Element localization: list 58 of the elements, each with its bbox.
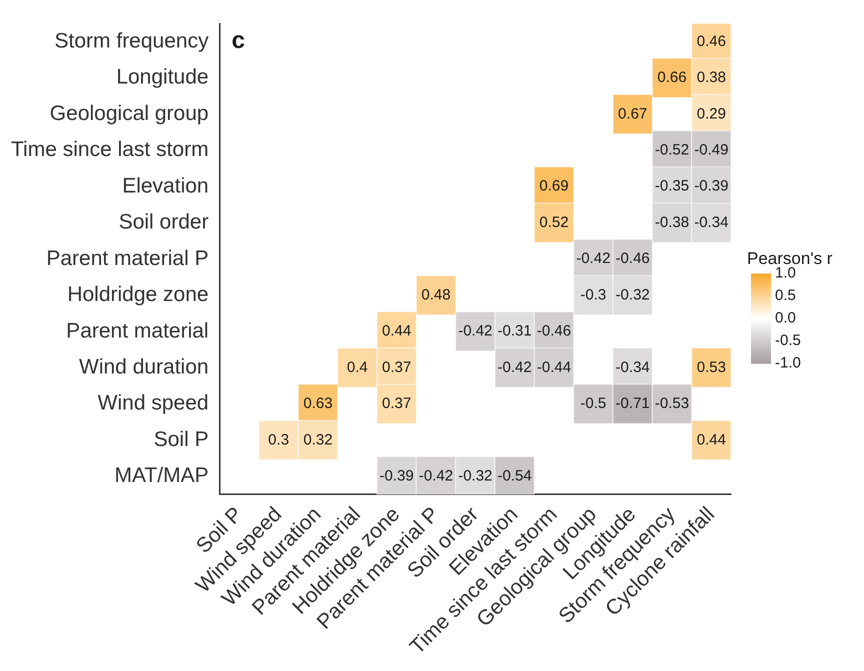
data-label: -0.42: [458, 322, 492, 340]
data-label: -0.71: [616, 395, 650, 412]
color-bar-label: -0.5: [775, 332, 801, 350]
y-tick-label: Soil P: [154, 428, 209, 451]
y-tick-label: Storm frequency: [54, 30, 210, 53]
data-label: 0.32: [303, 431, 333, 448]
data-label: 0.37: [382, 395, 412, 412]
y-tick-label: Time since last storm: [11, 138, 209, 162]
data-label: 0.4: [346, 358, 368, 376]
data-label: -0.42: [418, 467, 454, 484]
chart-title: c: [232, 27, 245, 54]
data-label: 0.44: [696, 431, 726, 448]
data-label: -0.52: [654, 142, 690, 159]
data-label: -0.46: [536, 322, 572, 340]
data-label: -0.34: [694, 214, 728, 231]
data-label: -0.42: [576, 250, 610, 268]
data-label: -0.49: [694, 142, 728, 159]
data-label: -0.3: [580, 286, 606, 304]
data-label: 0.66: [657, 69, 687, 86]
data-label: 0.63: [303, 395, 333, 412]
y-tick-label: Holdridge zone: [67, 283, 209, 306]
data-label: 0.53: [696, 358, 726, 376]
y-tick-label: Geological group: [50, 102, 209, 125]
y-tick-label: Parent material P: [46, 246, 209, 270]
data-label: 0.38: [696, 69, 726, 86]
data-label: 0.46: [696, 32, 726, 50]
data-label: -0.34: [616, 358, 650, 376]
color-bar-label: -1.0: [775, 354, 801, 372]
data-label: -0.54: [498, 467, 532, 484]
y-tick-label: Elevation: [122, 174, 209, 198]
data-label: -0.32: [616, 286, 650, 304]
data-label: 0.69: [539, 178, 569, 195]
data-label: 0.44: [382, 322, 412, 340]
data-label: 0.3: [268, 431, 290, 448]
data-label: -0.5: [580, 395, 606, 412]
y-tick-label: Soil order: [118, 210, 209, 234]
color-bar-label: 0.5: [775, 287, 796, 304]
data-label: 0.52: [539, 214, 569, 231]
data-label: -0.42: [498, 358, 532, 376]
data-label: -0.38: [654, 214, 690, 231]
y-tick-label: Wind speed: [98, 392, 209, 415]
color-bar-label: 0.0: [775, 310, 796, 327]
data-label: -0.53: [654, 395, 690, 412]
data-label: -0.39: [380, 467, 414, 484]
y-tick-label: Parent material: [66, 319, 209, 342]
data-label: -0.35: [654, 178, 690, 195]
y-tick-label: Longitude: [116, 66, 209, 89]
data-label: -0.46: [616, 250, 650, 268]
data-label: 0.67: [618, 105, 648, 122]
data-label: 0.29: [696, 105, 726, 122]
data-label: 0.37: [382, 358, 412, 376]
data-label: -0.44: [536, 358, 572, 376]
data-label: 0.48: [421, 286, 451, 304]
y-tick-label: Wind duration: [79, 355, 209, 378]
y-tick-label: MAT/MAP: [114, 464, 209, 488]
data-label: -0.32: [458, 467, 492, 484]
data-label: -0.39: [694, 178, 728, 195]
data-label: -0.31: [498, 322, 532, 340]
